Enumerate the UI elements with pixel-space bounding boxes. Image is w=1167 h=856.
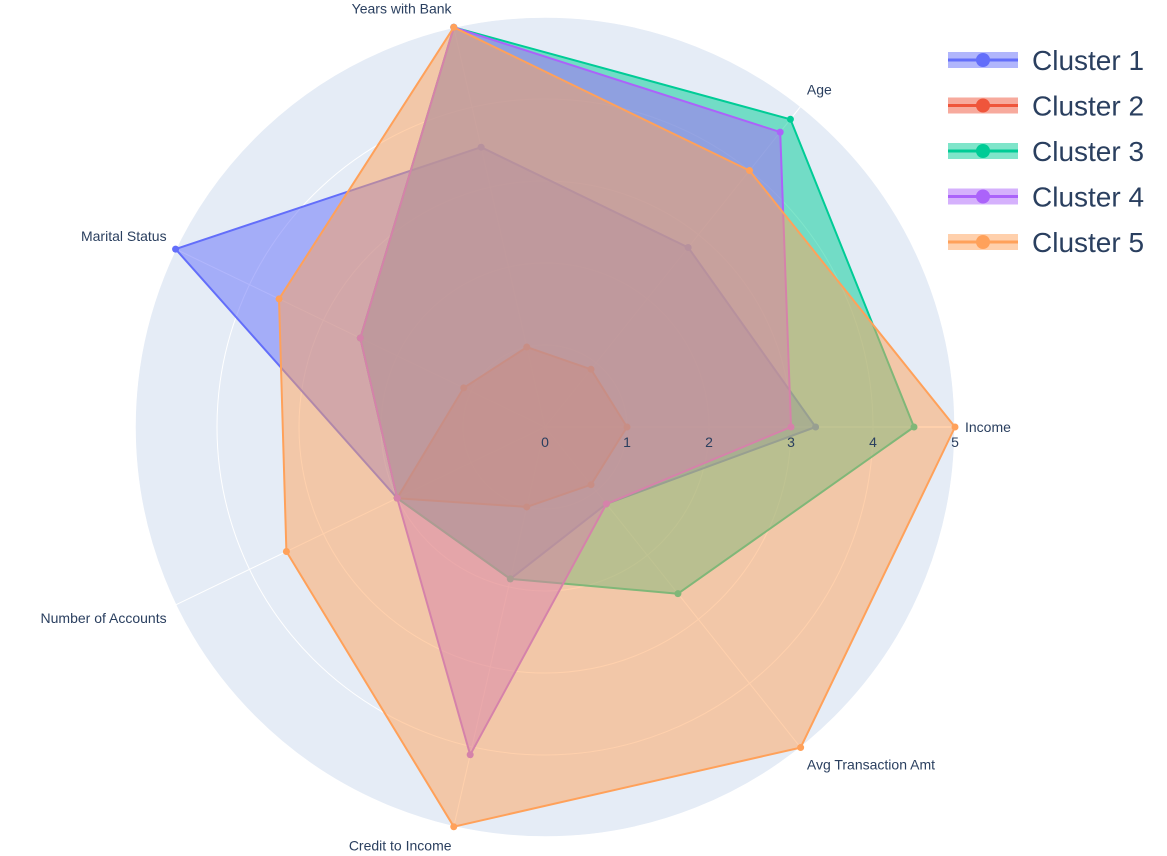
radar-labels: 0 1 2 3 4 5 Income Age Years with Bank Marital St… xyxy=(41,1,1012,854)
data-point[interactable] xyxy=(450,823,458,831)
axis-label: Number of Accounts xyxy=(41,610,167,626)
radial-tick-label: 3 xyxy=(787,434,795,450)
radial-tick-label: 4 xyxy=(869,434,877,450)
legend-marker xyxy=(976,144,990,158)
legend-item[interactable]: Cluster 1 xyxy=(948,45,1144,76)
legend-item[interactable]: Cluster 5 xyxy=(948,227,1144,258)
data-point[interactable] xyxy=(275,295,283,303)
legend-label: Cluster 1 xyxy=(1032,45,1144,76)
radial-tick-label: 5 xyxy=(951,434,959,450)
legend-label: Cluster 2 xyxy=(1032,91,1144,122)
legend-marker xyxy=(976,53,990,67)
radar-series xyxy=(172,23,959,831)
legend-label: Cluster 5 xyxy=(1032,227,1144,258)
series-5[interactable] xyxy=(275,23,959,831)
data-point[interactable] xyxy=(172,245,180,253)
legend[interactable]: Cluster 1 Cluster 2 Cluster 3 Cluster 4 Clus… xyxy=(948,45,1144,258)
legend-label: Cluster 3 xyxy=(1032,136,1144,167)
data-point[interactable] xyxy=(786,115,794,123)
radial-tick-label: 0 xyxy=(541,434,549,450)
legend-label: Cluster 4 xyxy=(1032,182,1144,213)
legend-item[interactable]: Cluster 2 xyxy=(948,91,1144,122)
radial-tick-label: 1 xyxy=(623,434,631,450)
data-point[interactable] xyxy=(776,128,784,136)
axis-label: Credit to Income xyxy=(349,837,452,853)
axis-label: Avg Transaction Amt xyxy=(807,756,935,772)
data-point[interactable] xyxy=(450,23,458,31)
data-point[interactable] xyxy=(282,548,290,556)
axis-label: Income xyxy=(965,419,1011,435)
series-area[interactable] xyxy=(278,26,956,828)
legend-item[interactable]: Cluster 4 xyxy=(948,182,1144,213)
legend-marker xyxy=(976,98,990,113)
legend-marker xyxy=(976,189,990,204)
axis-label: Age xyxy=(807,82,832,98)
data-point[interactable] xyxy=(797,744,805,752)
axis-label: Years with Bank xyxy=(352,1,453,17)
legend-item[interactable]: Cluster 3 xyxy=(948,136,1144,167)
axis-label: Marital Status xyxy=(81,228,167,244)
legend-marker xyxy=(976,235,990,249)
data-point[interactable] xyxy=(951,423,959,431)
data-point[interactable] xyxy=(746,167,754,175)
radial-tick-label: 2 xyxy=(705,434,713,450)
